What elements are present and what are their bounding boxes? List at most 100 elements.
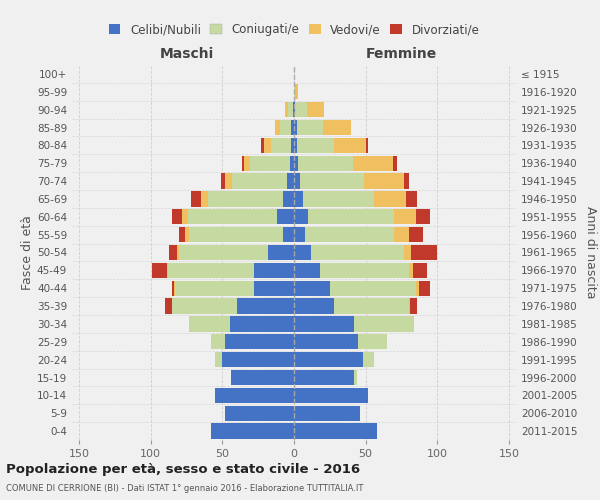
Bar [416, 209, 430, 224]
Bar [211, 424, 294, 438]
Bar [294, 192, 302, 206]
Bar [179, 245, 268, 260]
Bar [297, 120, 323, 135]
Bar [419, 280, 430, 296]
Bar [294, 138, 297, 153]
Bar [294, 406, 360, 421]
Bar [409, 263, 413, 278]
Bar [277, 209, 294, 224]
Bar [291, 138, 294, 153]
Bar [287, 174, 294, 188]
Bar [286, 102, 288, 117]
Bar [404, 174, 409, 188]
Bar [323, 120, 351, 135]
Bar [221, 174, 225, 188]
Bar [165, 298, 172, 314]
Bar [294, 352, 363, 367]
Bar [330, 280, 416, 296]
Bar [191, 192, 201, 206]
Bar [261, 138, 264, 153]
Bar [394, 209, 416, 224]
Bar [298, 156, 353, 171]
Bar [294, 102, 295, 117]
Bar [179, 227, 185, 242]
Text: Femmine: Femmine [366, 48, 437, 62]
Bar [172, 209, 182, 224]
Bar [410, 298, 417, 314]
Bar [353, 156, 393, 171]
Bar [294, 298, 334, 314]
Bar [354, 370, 357, 385]
Bar [294, 209, 308, 224]
Bar [237, 298, 294, 314]
Bar [416, 280, 419, 296]
Bar [311, 245, 404, 260]
Bar [409, 298, 410, 314]
Bar [215, 388, 294, 403]
Bar [354, 316, 415, 332]
Bar [271, 138, 291, 153]
Text: COMUNE DI CERRIONE (BI) - Dati ISTAT 1° gennaio 2016 - Elaborazione TUTTITALIA.I: COMUNE DI CERRIONE (BI) - Dati ISTAT 1° … [6, 484, 364, 493]
Bar [152, 263, 167, 278]
Bar [294, 245, 311, 260]
Bar [308, 209, 394, 224]
Bar [307, 102, 324, 117]
Bar [288, 102, 293, 117]
Bar [294, 156, 298, 171]
Bar [334, 298, 409, 314]
Bar [297, 138, 334, 153]
Bar [294, 334, 358, 349]
Bar [185, 227, 190, 242]
Bar [294, 120, 297, 135]
Bar [230, 316, 294, 332]
Bar [225, 334, 294, 349]
Bar [169, 245, 176, 260]
Bar [295, 84, 298, 100]
Bar [358, 334, 387, 349]
Bar [225, 406, 294, 421]
Bar [175, 280, 254, 296]
Bar [190, 227, 283, 242]
Bar [363, 352, 374, 367]
Bar [167, 263, 168, 278]
Text: Popolazione per età, sesso e stato civile - 2016: Popolazione per età, sesso e stato civil… [6, 462, 360, 475]
Y-axis label: Fasce di età: Fasce di età [21, 215, 34, 290]
Bar [365, 138, 368, 153]
Bar [294, 227, 305, 242]
Bar [225, 174, 232, 188]
Legend: Celibi/Nubili, Coniugati/e, Vedovi/e, Divorziati/e: Celibi/Nubili, Coniugati/e, Vedovi/e, Di… [104, 18, 484, 41]
Bar [231, 370, 294, 385]
Bar [413, 263, 427, 278]
Bar [394, 227, 409, 242]
Bar [374, 192, 406, 206]
Text: Maschi: Maschi [160, 48, 214, 62]
Bar [294, 424, 377, 438]
Bar [294, 388, 368, 403]
Bar [305, 227, 394, 242]
Bar [283, 227, 294, 242]
Bar [320, 263, 409, 278]
Bar [176, 245, 179, 260]
Bar [268, 245, 294, 260]
Bar [275, 120, 280, 135]
Bar [334, 138, 365, 153]
Bar [300, 174, 364, 188]
Bar [295, 102, 307, 117]
Bar [223, 352, 294, 367]
Bar [208, 192, 283, 206]
Bar [294, 370, 354, 385]
Bar [254, 280, 294, 296]
Bar [264, 138, 271, 153]
Bar [201, 192, 208, 206]
Bar [211, 334, 225, 349]
Bar [190, 316, 230, 332]
Bar [172, 280, 173, 296]
Bar [168, 263, 254, 278]
Bar [364, 174, 404, 188]
Bar [404, 245, 412, 260]
Bar [232, 174, 287, 188]
Bar [294, 280, 330, 296]
Bar [173, 280, 175, 296]
Bar [188, 209, 277, 224]
Bar [182, 209, 188, 224]
